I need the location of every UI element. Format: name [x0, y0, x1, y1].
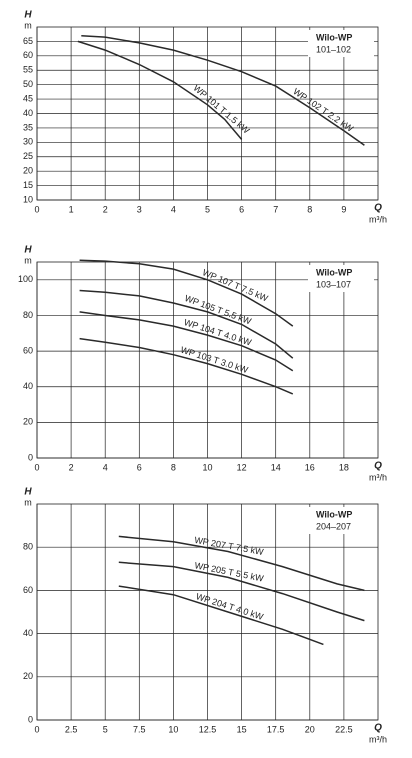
- x-tick-label: 1: [69, 204, 74, 214]
- curve: [118, 535, 365, 592]
- x-tick-label: 8: [171, 462, 176, 472]
- curve-label: WP 205 T 5.5 kW: [194, 560, 265, 584]
- x-tick-label: 7: [273, 204, 278, 214]
- x-tick-label: 18: [339, 462, 349, 472]
- y-tick-label: 20: [23, 417, 33, 427]
- curve-label: WP 103 T 3.0 kW: [179, 345, 249, 376]
- y-tick-label: 40: [23, 628, 33, 638]
- x-tick-label: 12: [237, 462, 247, 472]
- x-axis-unit: m³/h: [369, 734, 387, 744]
- curve: [79, 337, 294, 395]
- y-tick-label: 60: [23, 345, 33, 355]
- x-tick-label: 4: [171, 204, 176, 214]
- curve: [79, 289, 294, 359]
- chart-panel: 0 20 40 60 80 100 0 2 4 6 8 10 12 14 16 18 Hm Qm³/h Wilo-W…: [18, 245, 387, 483]
- x-tick-label: 2: [103, 204, 108, 214]
- legend-box: [308, 265, 374, 292]
- y-tick-label: 55: [23, 65, 33, 75]
- y-tick-label: 0: [28, 452, 33, 462]
- y-axis-unit: m: [24, 20, 32, 30]
- chart-subtitle: 204–207: [316, 521, 351, 531]
- legend-box: [308, 30, 374, 57]
- x-tick-label: 17.5: [267, 724, 285, 734]
- curve-label: WP 107 T 7.5 kW: [201, 267, 270, 303]
- curve: [79, 311, 294, 372]
- x-tick-label: 5: [103, 724, 108, 734]
- chart-panel: 0 20 40 60 80 0 2.5 5 7.5 10 12.5 15 17.5 20 22.5 Hm Qm³…: [23, 487, 387, 745]
- y-tick-label: 50: [23, 79, 33, 89]
- curve: [77, 40, 243, 140]
- chart-subtitle: 101–102: [316, 44, 351, 54]
- x-tick-label: 16: [305, 462, 315, 472]
- x-tick-label: 14: [271, 462, 281, 472]
- x-tick-label: 10: [168, 724, 178, 734]
- y-tick-label: 100: [18, 274, 33, 284]
- chart-title: Wilo-WP: [316, 32, 352, 42]
- y-tick-label: 25: [23, 151, 33, 161]
- curve-label: WP 102 T 2.2 kW: [291, 86, 355, 134]
- x-tick-label: 0: [34, 204, 39, 214]
- curve: [81, 34, 365, 146]
- x-tick-label: 8: [307, 204, 312, 214]
- chart-title: Wilo-WP: [316, 267, 352, 277]
- y-tick-label: 20: [23, 671, 33, 681]
- y-axis-unit: m: [24, 497, 32, 507]
- y-axis-unit: m: [24, 255, 32, 265]
- x-tick-label: 6: [239, 204, 244, 214]
- x-tick-label: 15: [237, 724, 247, 734]
- y-tick-label: 60: [23, 585, 33, 595]
- y-tick-label: 80: [23, 310, 33, 320]
- x-tick-label: 22.5: [335, 724, 353, 734]
- y-axis-label: H: [24, 245, 32, 256]
- x-tick-label: 2: [69, 462, 74, 472]
- x-tick-label: 9: [341, 204, 346, 214]
- x-axis-label: Q: [374, 723, 382, 734]
- y-tick-label: 80: [23, 542, 33, 552]
- x-tick-label: 10: [202, 462, 212, 472]
- y-tick-label: 40: [23, 108, 33, 118]
- y-tick-label: 45: [23, 93, 33, 103]
- legend-box: [308, 507, 374, 534]
- y-tick-label: 65: [23, 36, 33, 46]
- curve: [79, 259, 294, 327]
- y-axis-label: H: [24, 487, 32, 498]
- y-tick-label: 15: [23, 180, 33, 190]
- x-tick-label: 12.5: [199, 724, 217, 734]
- x-tick-label: 4: [103, 462, 108, 472]
- y-tick-label: 60: [23, 50, 33, 60]
- x-tick-label: 3: [137, 204, 142, 214]
- x-tick-label: 7.5: [133, 724, 146, 734]
- curve-label: WP 204 T 4.0 kW: [195, 591, 265, 622]
- x-tick-label: 0: [34, 724, 39, 734]
- x-tick-label: 20: [305, 724, 315, 734]
- x-tick-label: 0: [34, 462, 39, 472]
- x-tick-label: 5: [205, 204, 210, 214]
- x-axis-unit: m³/h: [369, 214, 387, 224]
- y-axis-label: H: [24, 10, 32, 21]
- x-axis-label: Q: [374, 203, 382, 214]
- x-tick-label: 6: [137, 462, 142, 472]
- chart-title: Wilo-WP: [316, 509, 352, 519]
- curve-label: WP 207 T 7.5 kW: [194, 535, 265, 557]
- y-tick-label: 35: [23, 122, 33, 132]
- y-tick-label: 0: [28, 714, 33, 724]
- curve: [118, 585, 324, 646]
- x-axis-unit: m³/h: [369, 472, 387, 482]
- curve: [118, 561, 365, 622]
- y-tick-label: 10: [23, 194, 33, 204]
- chart-subtitle: 103–107: [316, 279, 351, 289]
- y-tick-label: 20: [23, 166, 33, 176]
- x-tick-label: 2.5: [65, 724, 78, 734]
- y-tick-label: 30: [23, 137, 33, 147]
- y-tick-label: 40: [23, 381, 33, 391]
- x-axis-label: Q: [374, 461, 382, 472]
